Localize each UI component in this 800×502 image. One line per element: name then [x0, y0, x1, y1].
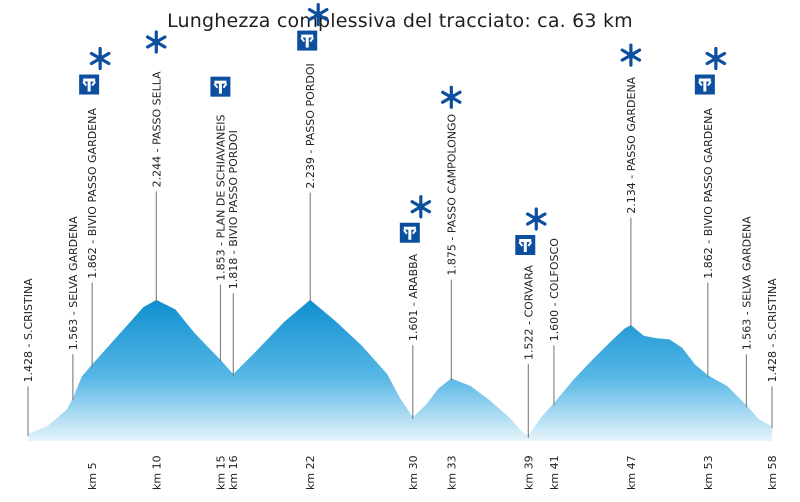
waypoint-label: 1.875 - PASSO CAMPOLONGO — [445, 113, 458, 275]
cable-car-icon — [297, 30, 318, 51]
waypoint-label: 1.600 - COLFOSCO — [548, 238, 561, 342]
cable-car-icon — [694, 74, 715, 95]
waypoint-icons — [79, 2, 727, 256]
snowflake-icon — [441, 85, 462, 109]
km-tick-label: km 58 — [766, 455, 779, 490]
snowflake-icon — [620, 43, 642, 67]
waypoint-label: 1.601 - ARABBA — [407, 253, 420, 341]
snowflake-icon — [146, 30, 167, 54]
cable-car-icon — [399, 222, 420, 243]
leader-lines — [27, 191, 773, 438]
km-tick-label: km 16 — [227, 455, 240, 490]
waypoint-label: 1.563 - SELVA GARDENA — [67, 216, 80, 350]
waypoint-label: 2.244 - PASSO SELLA — [150, 71, 163, 187]
waypoint-label: 2.134 - PASSO GARDENA — [625, 76, 638, 213]
cable-car-icon — [515, 235, 536, 256]
snowflake-icon — [526, 207, 547, 231]
chart-title: Lunghezza complessiva del tracciato: ca.… — [167, 10, 633, 32]
waypoint-label: 1.862 - BIVIO PASSO GARDENA — [86, 108, 99, 279]
km-tick-labels: km 5 km 10 km 15 km 16 km 22 km 30 km 33 km 39 k… — [86, 455, 779, 490]
km-tick-label: km 53 — [702, 455, 715, 490]
km-tick-label: km 10 — [150, 455, 163, 490]
elevation-area — [28, 299, 772, 441]
snowflake-icon — [307, 2, 329, 27]
km-tick-label: km 15 — [214, 455, 227, 490]
waypoint-label: 1.853 - PLAN DE SCHIAVANEIS — [214, 114, 227, 280]
km-tick-label: km 5 — [86, 462, 99, 490]
km-tick-label: km 41 — [548, 455, 561, 490]
cable-car-icon — [79, 74, 100, 95]
km-tick-label: km 22 — [304, 455, 317, 490]
waypoint-label: 1.428 - S.CRISTINA — [766, 278, 779, 383]
area-layer — [28, 299, 772, 441]
waypoint-label: 1.818 - BIVIO PASSO PORDOI — [227, 130, 240, 289]
km-tick-label: km 39 — [522, 455, 535, 490]
km-tick-label: km 30 — [407, 455, 420, 490]
waypoint-label: 2.239 - PASSO PORDOI — [304, 63, 317, 188]
km-tick-label: km 47 — [625, 455, 638, 490]
cable-car-icon — [210, 76, 231, 97]
waypoint-label: 1.563 - SELVA GARDENA — [740, 216, 753, 350]
waypoint-labels: 1.428 - S.CRISTINA 1.563 - SELVA GARDENA 1… — [22, 63, 779, 382]
snowflake-icon — [705, 46, 727, 71]
waypoint-label: 1.862 - BIVIO PASSO GARDENA — [702, 108, 715, 279]
waypoint-label: 1.428 - S.CRISTINA — [22, 278, 35, 383]
snowflake-icon — [89, 46, 111, 71]
km-tick-label: km 33 — [445, 455, 458, 490]
snowflake-icon — [410, 195, 432, 219]
waypoint-label: 1.522 - CORVARA — [522, 265, 535, 360]
